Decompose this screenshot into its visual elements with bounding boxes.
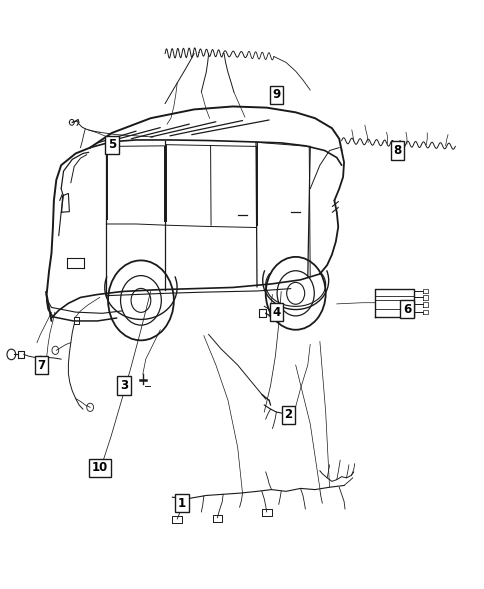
Text: 3: 3: [120, 379, 128, 392]
Text: 9: 9: [272, 88, 280, 101]
Text: 8: 8: [393, 144, 401, 157]
Text: 1: 1: [178, 497, 186, 509]
Text: 2: 2: [284, 408, 292, 422]
Text: 7: 7: [38, 359, 46, 372]
Text: 10: 10: [91, 461, 108, 474]
Text: 4: 4: [272, 306, 280, 319]
Text: 5: 5: [107, 138, 116, 151]
Text: 6: 6: [402, 303, 410, 316]
